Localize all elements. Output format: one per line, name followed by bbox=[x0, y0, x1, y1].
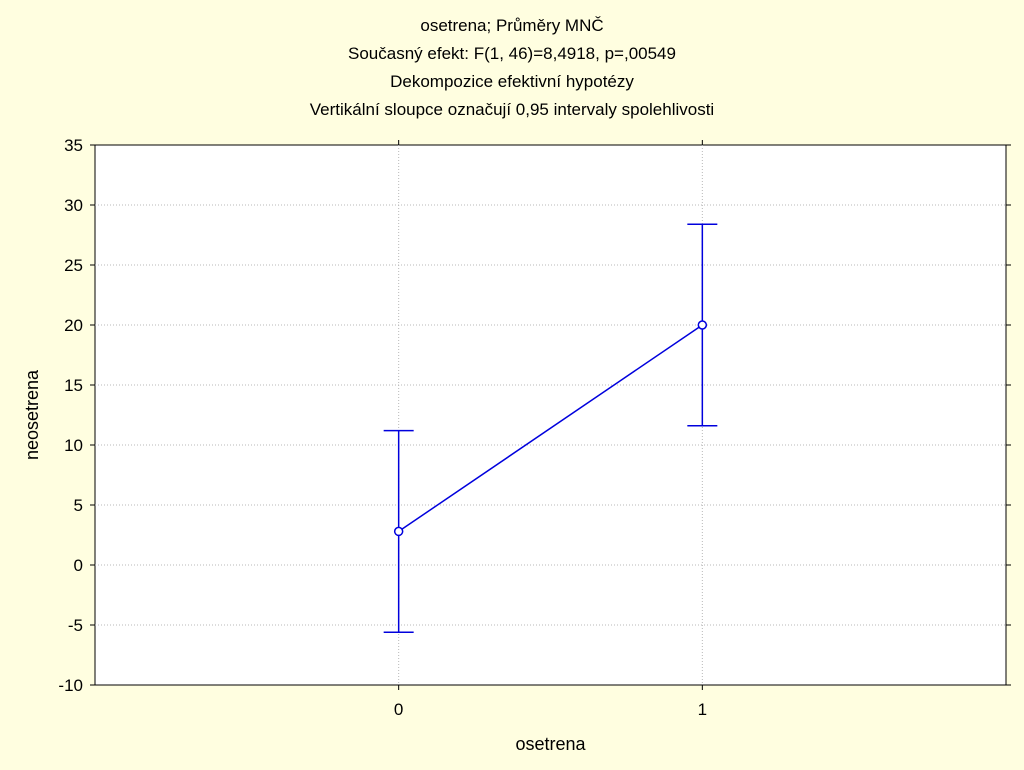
y-tick-label: 15 bbox=[64, 376, 83, 395]
chart-title: osetrena; Průměry MNČ Současný efekt: F(1… bbox=[310, 16, 714, 119]
x-tick-label: 1 bbox=[698, 700, 707, 719]
title-line-0: osetrena; Průměry MNČ bbox=[420, 16, 603, 35]
y-tick-label: -5 bbox=[68, 616, 83, 635]
y-tick-label: 20 bbox=[64, 316, 83, 335]
plot-area bbox=[94, 144, 1007, 686]
y-tick-label: 30 bbox=[64, 196, 83, 215]
series-line bbox=[398, 324, 703, 533]
y-tick-label: 25 bbox=[64, 256, 83, 275]
data-point bbox=[393, 526, 404, 537]
y-axis-ticks: -10 -5 0 5 10 15 20 25 30 35 bbox=[58, 136, 1011, 695]
x-tick-label: 0 bbox=[394, 700, 403, 719]
series bbox=[383, 223, 718, 633]
x-axis-label: osetrena bbox=[515, 734, 586, 754]
y-axis-label: neosetrena bbox=[22, 369, 42, 460]
y-tick-label: 5 bbox=[74, 496, 83, 515]
y-tick-label: -10 bbox=[58, 676, 83, 695]
y-tick-label: 35 bbox=[64, 136, 83, 155]
y-tick-label: 10 bbox=[64, 436, 83, 455]
y-tick-label: 0 bbox=[74, 556, 83, 575]
title-line-3: Vertikální sloupce označují 0,95 interva… bbox=[310, 100, 714, 119]
title-line-2: Dekompozice efektivní hypotézy bbox=[390, 72, 634, 91]
title-line-1: Současný efekt: F(1, 46)=8,4918, p=,0054… bbox=[348, 44, 676, 63]
grid bbox=[95, 145, 1006, 685]
data-point bbox=[697, 320, 708, 330]
